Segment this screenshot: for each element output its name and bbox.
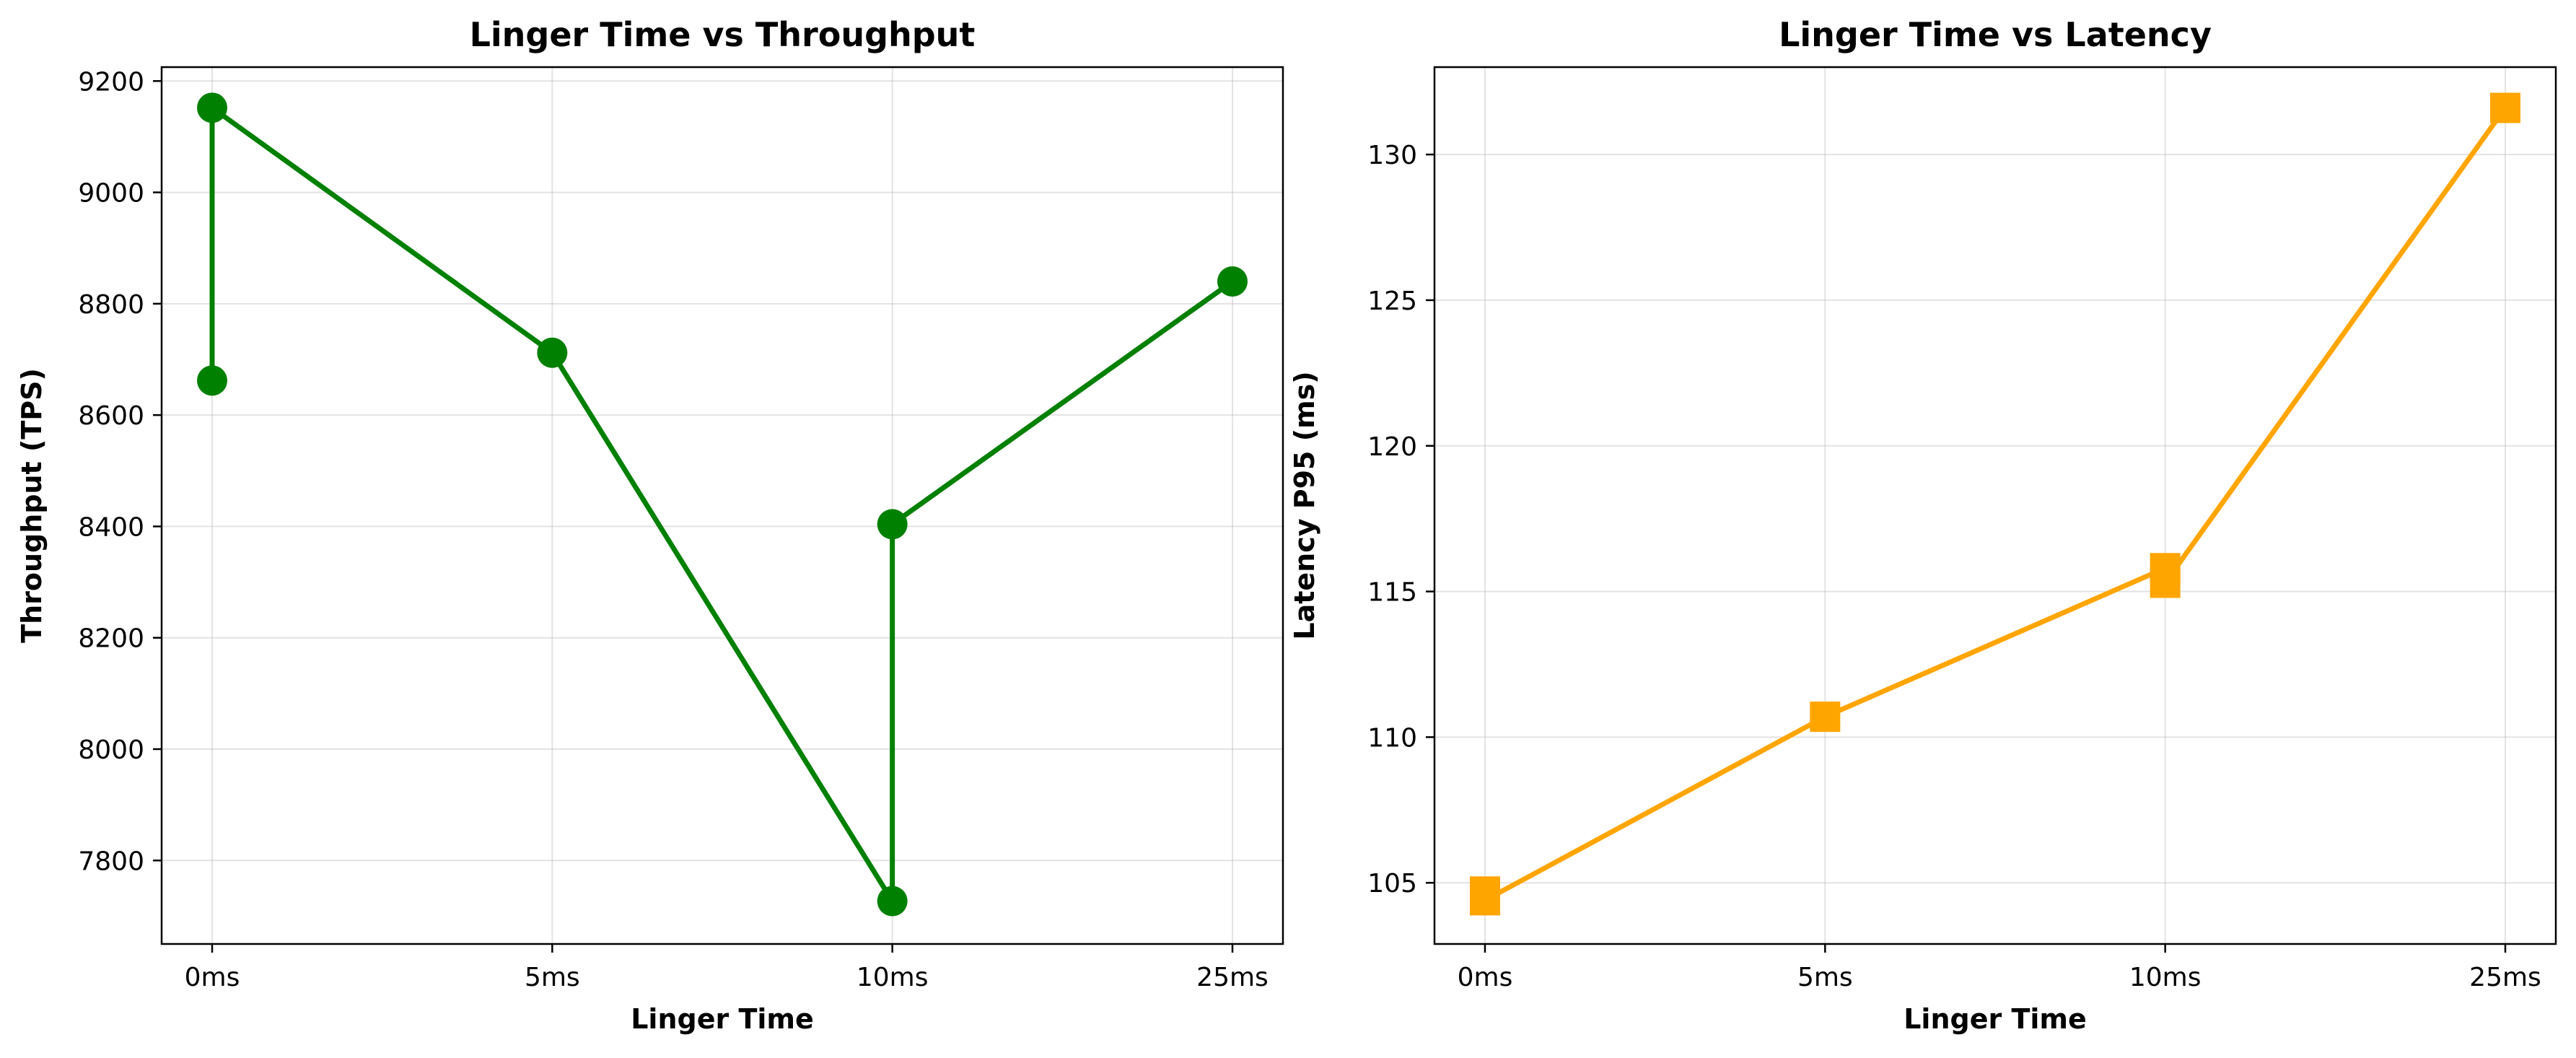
latency-y-tick-label: 110 bbox=[1367, 723, 1417, 753]
throughput-y-axis-label: Throughput (TPS) bbox=[16, 368, 48, 643]
throughput-y-tick-label: 9000 bbox=[78, 179, 144, 209]
throughput-data-point bbox=[1217, 266, 1248, 297]
throughput-plot-frame bbox=[160, 66, 1284, 945]
latency-data-point bbox=[1810, 701, 1841, 733]
throughput-y-tick-label: 8400 bbox=[78, 512, 144, 542]
throughput-x-tick-label: 5ms bbox=[525, 963, 580, 992]
latency-x-tick-label: 5ms bbox=[1797, 963, 1853, 992]
throughput-y-tick-label: 8800 bbox=[78, 290, 144, 320]
throughput-data-point bbox=[537, 337, 568, 368]
latency-y-tick-label: 120 bbox=[1367, 432, 1417, 462]
throughput-x-tick-label: 10ms bbox=[857, 963, 929, 992]
throughput-y-tick-label: 8200 bbox=[78, 624, 144, 654]
throughput-x-tick-label: 0ms bbox=[185, 963, 240, 992]
latency-x-tick-label: 25ms bbox=[2469, 963, 2541, 992]
throughput-data-point bbox=[197, 92, 227, 123]
latency-y-tick-label: 115 bbox=[1367, 578, 1417, 608]
latency-chart: 0ms 5ms 10ms 25ms 105 110 115 120 125 130 Linger T… bbox=[1289, 15, 2557, 1035]
throughput-y-tick-label: 8000 bbox=[78, 735, 144, 765]
throughput-y-tick-label: 8600 bbox=[78, 401, 144, 431]
throughput-chart: 0ms 5ms 10ms 25ms 7800 8000 8200 8400 8600 8800 90… bbox=[16, 15, 1284, 1035]
latency-y-tick-label: 125 bbox=[1367, 287, 1417, 316]
throughput-data-point bbox=[197, 365, 227, 396]
latency-data-point bbox=[2150, 567, 2181, 598]
latency-x-tick-label: 10ms bbox=[2129, 963, 2202, 992]
throughput-x-tick-label: 25ms bbox=[1196, 963, 1269, 992]
latency-x-axis-label: Linger Time bbox=[1903, 1003, 2087, 1035]
throughput-y-tick-label: 9200 bbox=[78, 67, 144, 97]
throughput-data-point bbox=[877, 509, 908, 540]
latency-series-line bbox=[1482, 105, 2508, 903]
throughput-series-line bbox=[209, 105, 1235, 904]
latency-y-axis-label: Latency P95 (ms) bbox=[1289, 371, 1320, 639]
latency-data-point bbox=[2490, 92, 2520, 123]
latency-data-point bbox=[1470, 885, 1500, 916]
throughput-y-tick-label: 7800 bbox=[78, 847, 144, 876]
throughput-data-point bbox=[877, 886, 908, 917]
latency-x-tick-label: 0ms bbox=[1458, 963, 1513, 992]
latency-y-tick-label: 105 bbox=[1367, 869, 1417, 899]
throughput-x-axis-label: Linger Time bbox=[631, 1003, 814, 1035]
throughput-chart-title: Linger Time vs Throughput bbox=[470, 15, 976, 54]
latency-chart-title: Linger Time vs Latency bbox=[1779, 15, 2212, 54]
latency-plot-frame bbox=[1433, 66, 2557, 945]
latency-y-tick-label: 130 bbox=[1367, 141, 1417, 170]
